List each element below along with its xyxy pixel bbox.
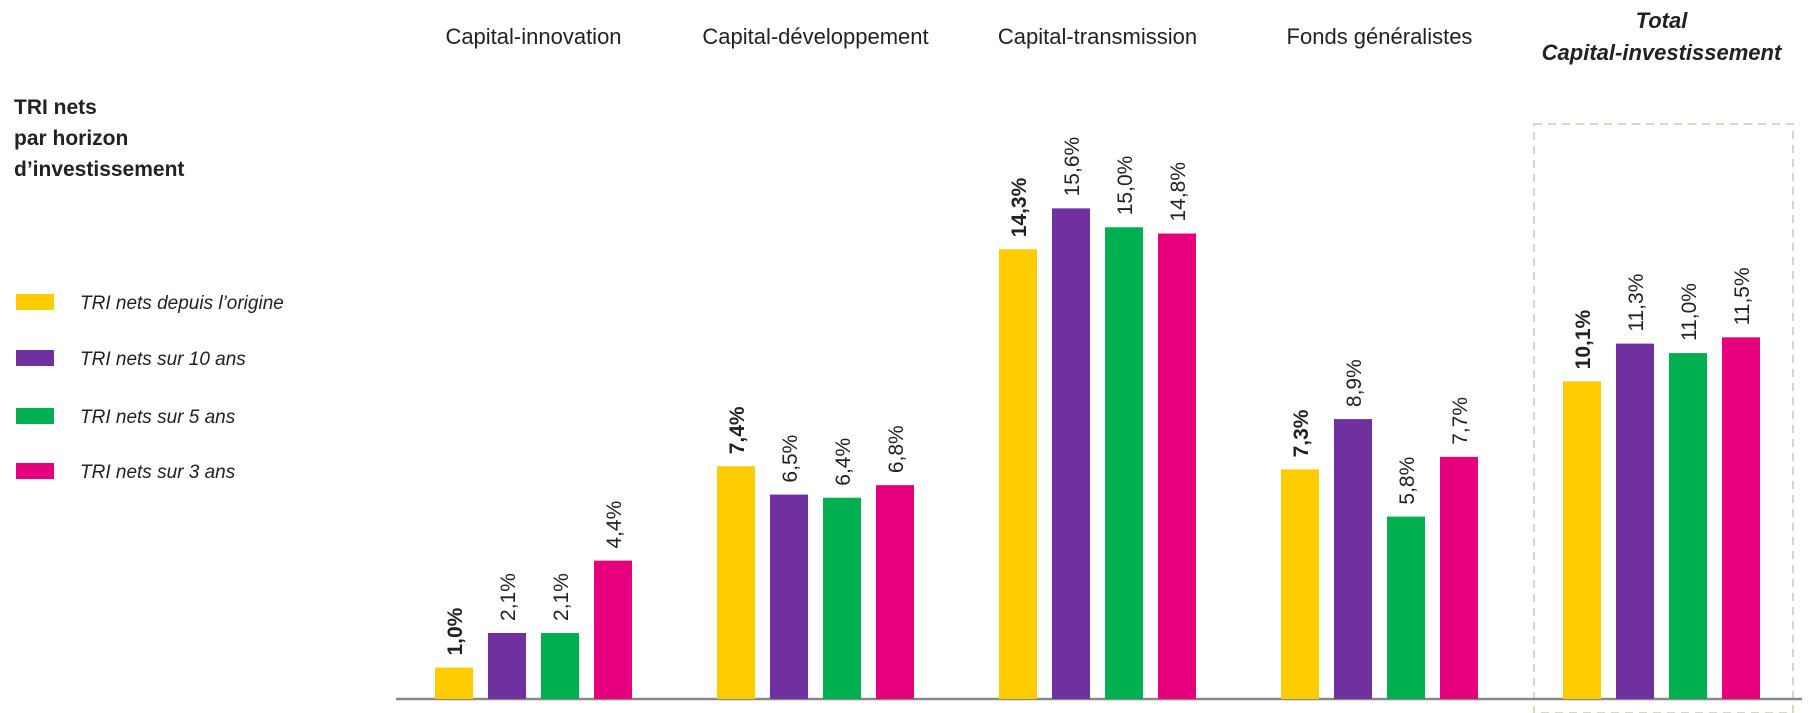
- bar: [1563, 381, 1601, 699]
- side-title: TRI nets: [14, 96, 97, 119]
- bar: [541, 632, 579, 699]
- bar: [823, 497, 861, 699]
- side-title: par horizon: [14, 127, 128, 150]
- bar: [1105, 227, 1143, 699]
- value-label: 15,6%: [1061, 137, 1084, 197]
- bar: [876, 485, 914, 699]
- value-label: 1,0%: [444, 607, 467, 655]
- legend-swatch: [16, 463, 54, 479]
- bar: [1440, 456, 1478, 699]
- bar: [999, 249, 1037, 699]
- legend-swatch: [16, 408, 54, 424]
- legend-label: TRI nets sur 3 ans: [80, 462, 236, 483]
- bar: [1722, 337, 1760, 699]
- value-label: 7,3%: [1290, 409, 1313, 457]
- value-label: 11,5%: [1731, 267, 1754, 325]
- value-label: 7,4%: [726, 406, 749, 454]
- value-label: 7,7%: [1449, 397, 1472, 445]
- bar: [1334, 419, 1372, 699]
- bar: [1616, 343, 1654, 699]
- bar: [1387, 516, 1425, 699]
- value-label: 14,3%: [1008, 177, 1031, 237]
- bar: [594, 560, 632, 699]
- bar: [435, 667, 473, 699]
- value-label: 11,0%: [1678, 283, 1701, 341]
- value-label: 6,8%: [885, 425, 908, 473]
- legend-label: TRI nets sur 10 ans: [80, 349, 246, 370]
- bar: [1669, 353, 1707, 699]
- highlight-box: [1533, 123, 1794, 713]
- value-label: 8,9%: [1343, 359, 1366, 407]
- x-tick-label: Capital-innovation: [445, 24, 621, 49]
- x-tick-label: Capital-développement: [702, 24, 928, 49]
- bar: [1158, 233, 1196, 700]
- value-label: 10,1%: [1572, 309, 1595, 369]
- value-label: 5,8%: [1396, 457, 1419, 505]
- value-label: 2,1%: [497, 573, 520, 621]
- value-label: 14,8%: [1167, 162, 1190, 222]
- x-tick-label: Total: [1636, 8, 1689, 33]
- x-tick-label: Capital-investissement: [1542, 40, 1783, 65]
- bar: [717, 466, 755, 699]
- x-tick-label: Fonds généralistes: [1287, 24, 1473, 49]
- value-label: 4,4%: [603, 501, 626, 549]
- legend-swatch: [16, 294, 54, 310]
- value-label: 11,3%: [1625, 274, 1648, 332]
- value-label: 6,5%: [779, 435, 802, 483]
- bar: [488, 632, 526, 699]
- x-tick-label: Capital-transmission: [998, 24, 1197, 49]
- value-label: 6,4%: [832, 438, 855, 486]
- legend-label: TRI nets sur 5 ans: [80, 407, 236, 428]
- legend-label: TRI nets depuis l’origine: [80, 293, 284, 314]
- bar: [1281, 469, 1319, 699]
- value-label: 2,1%: [550, 573, 573, 621]
- value-label: 15,0%: [1114, 156, 1137, 216]
- bar: [1052, 208, 1090, 699]
- bar: [770, 494, 808, 699]
- legend-swatch: [16, 350, 54, 366]
- side-title: d’investissement: [14, 158, 184, 181]
